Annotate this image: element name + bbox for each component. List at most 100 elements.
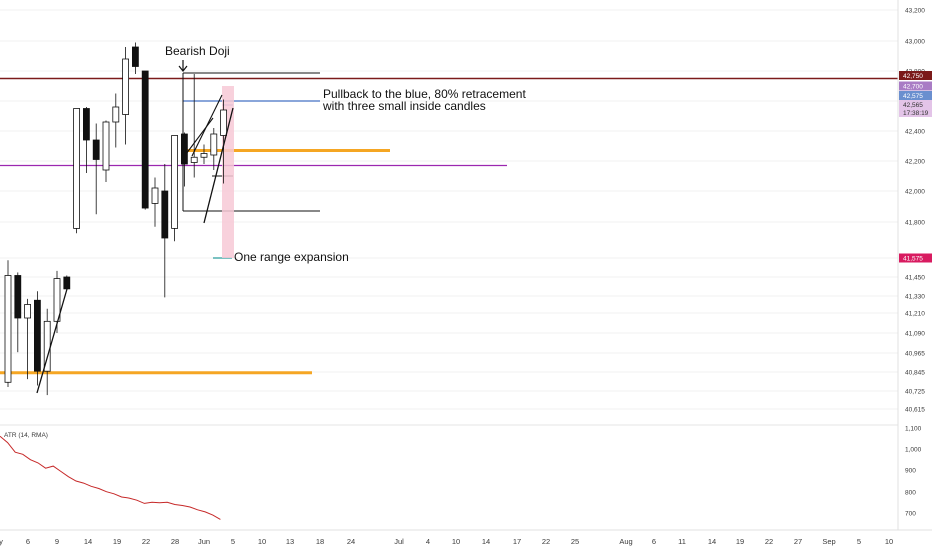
time-tick-label: 5 (857, 537, 861, 546)
grid (0, 9, 898, 426)
price-badge-label: 17:38:19 (903, 110, 929, 117)
price-tick-label: 41,090 (905, 331, 925, 338)
candle-body (131, 46, 139, 67)
trendline-mid2 (191, 94, 223, 157)
time-tick-label: y (0, 537, 3, 546)
atr-tick-label: 1,000 (905, 447, 922, 454)
range-expansion-label: One range expansion (234, 250, 349, 264)
time-tick-label: 22 (765, 537, 773, 546)
time-tick-label: 19 (113, 537, 121, 546)
time-tick-label: 14 (482, 537, 490, 546)
time-tick-label: 11 (678, 537, 686, 546)
price-tick-label: 41,450 (905, 275, 925, 282)
candle-body (4, 275, 12, 383)
bearish-doji-label: Bearish Doji (165, 44, 230, 58)
price-badge-label: 42,750 (903, 73, 923, 80)
price-tick-label: 41,800 (905, 220, 925, 227)
atr-line (0, 435, 221, 520)
time-tick-label: 27 (794, 537, 802, 546)
atr-tick-label: 1,100 (905, 426, 922, 433)
price-tick-label: 41,330 (905, 294, 925, 301)
annotations: Bearish Doji Pullback to the blue, 80% r… (4, 44, 526, 439)
candle-body (102, 121, 110, 171)
price-tick-label: 43,200 (905, 8, 925, 15)
pullback-label-line1: Pullback to the blue, 80% retracement (323, 87, 526, 101)
candle-body (190, 156, 198, 163)
time-tick-label: 9 (55, 537, 59, 546)
time-tick-label: 14 (708, 537, 716, 546)
atr-pane: 1,100 1,000 900 800 700 (0, 426, 922, 520)
time-tick-label: 17 (513, 537, 521, 546)
time-tick-label: 22 (542, 537, 550, 546)
candle-body (161, 190, 169, 239)
candle-body (24, 304, 32, 319)
price-tick-label: 40,965 (905, 351, 925, 358)
price-tick-label: 40,845 (905, 370, 925, 377)
time-axis[interactable]: y 6 9 14 19 22 28 Jun 5 10 13 18 24 Jul 4 10 14 17 22 25 Aug… (0, 529, 932, 546)
time-tick-label: 6 (26, 537, 30, 546)
candle-body (151, 187, 159, 204)
time-tick-label: 6 (652, 537, 656, 546)
price-tick-label: 42,000 (905, 189, 925, 196)
time-tick-label: Aug (619, 537, 632, 546)
candle-body (34, 299, 41, 372)
price-tick-label: 42,400 (905, 129, 925, 136)
time-tick-label: 5 (231, 537, 235, 546)
price-badge (899, 71, 932, 80)
price-tick-label: 40,725 (905, 389, 925, 396)
time-tick-label: 24 (347, 537, 355, 546)
price-badge (899, 108, 932, 117)
candle-body (220, 109, 228, 136)
time-tick-label: 14 (84, 537, 92, 546)
candle-body (14, 275, 22, 319)
price-tick-label: 40,615 (905, 407, 925, 414)
atr-tick-label: 700 (905, 511, 916, 518)
price-badge (899, 253, 932, 263)
time-tick-label: 10 (452, 537, 460, 546)
time-tick-label: 4 (426, 537, 430, 546)
candles (4, 42, 228, 396)
price-badge-label: 41,575 (903, 255, 923, 262)
price-badge-label: 42,700 (903, 83, 923, 90)
horizontal-levels (0, 72, 898, 375)
time-tick-label: 13 (286, 537, 294, 546)
trendline-lower (36, 288, 68, 394)
price-tick-label: 41,210 (905, 311, 925, 318)
candle-body (141, 70, 149, 209)
atr-tick-label: 900 (905, 468, 916, 475)
candle-body (200, 153, 208, 158)
time-tick-label: 28 (171, 537, 179, 546)
time-tick-label: Jul (394, 537, 404, 546)
candle-body (63, 276, 71, 290)
price-tick-label: 43,000 (905, 39, 925, 46)
candle-body (83, 108, 90, 141)
price-badge (899, 81, 932, 91)
candle-body (122, 58, 129, 115)
price-tick-label: 42,200 (905, 159, 925, 166)
candle-body (210, 133, 218, 156)
price-badge-label: 42,565 (903, 102, 923, 109)
pullback-label-line2: with three small inside candles (322, 99, 486, 113)
trendline-upper (203, 107, 234, 224)
time-tick-label: 18 (316, 537, 324, 546)
price-badge (899, 100, 932, 109)
time-tick-label: Jun (198, 537, 210, 546)
price-badge-label: 42,575 (903, 93, 923, 100)
atr-tick-label: 800 (905, 490, 916, 497)
time-tick-label: 10 (885, 537, 893, 546)
time-tick-label: 25 (571, 537, 579, 546)
candle-body (73, 108, 80, 229)
time-tick-label: 19 (736, 537, 744, 546)
down-arrow-head-icon (178, 65, 188, 72)
time-tick-label: 10 (258, 537, 266, 546)
candle-body (112, 106, 120, 123)
trend-drawings (36, 60, 234, 394)
price-badge (899, 91, 932, 100)
time-tick-label: Sep (822, 537, 835, 546)
candle-body (171, 135, 179, 229)
time-tick-label: 22 (142, 537, 150, 546)
atr-title: ATR (14, RMA) (4, 432, 48, 439)
candle-body (180, 133, 188, 165)
